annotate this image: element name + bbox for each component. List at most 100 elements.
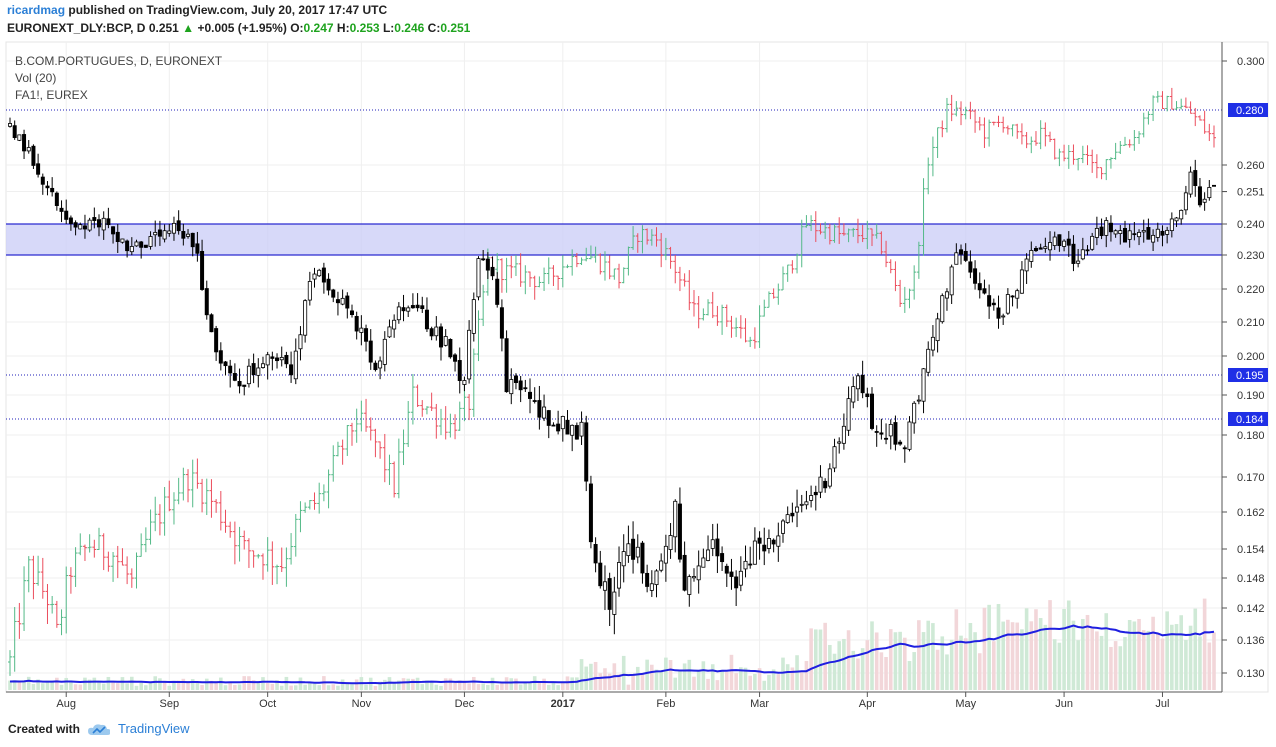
- candle-body: [780, 520, 785, 534]
- candle-body: [738, 570, 743, 586]
- main-candles: [7, 117, 1217, 635]
- candle-body: [1071, 243, 1076, 264]
- volume-bar: [1179, 615, 1184, 690]
- candle-body: [331, 289, 336, 298]
- volume-bar: [340, 679, 345, 690]
- volume-bar: [795, 655, 799, 690]
- volume-bar: [804, 660, 809, 690]
- volume-bar: [570, 677, 574, 690]
- volume-bar: [1057, 642, 1062, 690]
- candle-body: [481, 258, 486, 261]
- candle-body: [349, 310, 354, 316]
- candle-body: [134, 241, 139, 247]
- candle-body: [551, 424, 556, 427]
- volume-bar: [696, 670, 701, 690]
- volume-bar: [31, 683, 36, 690]
- candle-body: [429, 328, 434, 337]
- candle-body: [1052, 236, 1057, 246]
- volume-bar: [1085, 614, 1090, 690]
- close-value: 0.251: [440, 21, 471, 35]
- open-label: O:: [290, 21, 304, 35]
- candle-body: [476, 258, 481, 298]
- volume-bar: [706, 678, 710, 690]
- volume-bar: [106, 676, 111, 690]
- volume-bar: [134, 685, 139, 690]
- up-arrow-icon: ▲: [182, 21, 195, 35]
- volume-bar: [992, 641, 996, 690]
- volume-bar: [172, 682, 176, 690]
- volume-bar: [50, 680, 54, 690]
- candle-body: [954, 252, 959, 265]
- volume-bar: [429, 682, 434, 690]
- candle-body: [176, 220, 181, 232]
- x-tick-label: Nov: [352, 698, 372, 710]
- volume-bar: [607, 673, 612, 690]
- candle-body: [602, 581, 607, 591]
- volume-bar: [345, 682, 350, 690]
- time-axis[interactable]: Aug Sep Oct Nov Dec 2017 Feb Mar Apr May Jun Jul: [56, 692, 1169, 710]
- author-name[interactable]: ricardmag: [7, 3, 66, 17]
- open-value: 0.247: [303, 21, 334, 35]
- candle-body: [410, 305, 415, 309]
- x-tick-label: 2017: [551, 698, 575, 710]
- candle-body: [687, 576, 692, 595]
- tradingview-brand[interactable]: TradingView: [118, 721, 190, 736]
- candle-body: [813, 491, 818, 496]
- volume-bar: [317, 685, 321, 690]
- volume-bar: [771, 669, 776, 690]
- candle-body: [335, 299, 340, 304]
- volume-bar: [425, 680, 429, 690]
- volume-bar: [982, 607, 987, 690]
- volume-bar: [261, 677, 265, 690]
- level-label: 0.195: [1236, 370, 1264, 382]
- candle-body: [851, 386, 856, 403]
- low-value: 0.246: [394, 21, 425, 35]
- y-tick-label: 0.136: [1237, 635, 1265, 647]
- volume-bar: [457, 680, 462, 690]
- volume-bar: [813, 629, 818, 690]
- candle-body: [743, 560, 748, 570]
- volume-bar: [921, 632, 926, 690]
- y-tick-label: 0.162: [1237, 507, 1265, 519]
- candle-body: [237, 380, 242, 387]
- y-tick-label: 0.142: [1237, 603, 1265, 615]
- candle-body: [874, 431, 879, 433]
- candle-body: [462, 380, 467, 385]
- candle-body: [82, 225, 87, 230]
- volume-bar: [842, 638, 846, 690]
- x-tick-label: Jun: [1055, 698, 1073, 710]
- candle-body: [513, 375, 518, 384]
- price-axis[interactable]: 0.300 0.260 0.251 0.240 0.230 0.220 0.210 0.200…: [1222, 56, 1265, 680]
- candle-body: [1010, 295, 1015, 298]
- volume-bar: [186, 681, 190, 690]
- candle-body: [771, 539, 776, 545]
- volume-bar: [785, 664, 790, 690]
- volume-bar: [640, 674, 645, 690]
- candle-body: [649, 583, 654, 591]
- candle-body: [153, 232, 158, 236]
- volume-bar: [621, 655, 626, 690]
- candle-body: [701, 557, 706, 568]
- volume-bar: [481, 683, 485, 690]
- volume-bar: [373, 685, 378, 690]
- volume-bar: [926, 620, 931, 690]
- volume-bar: [26, 676, 31, 690]
- volume-bar: [1146, 630, 1151, 690]
- candle-body: [1179, 209, 1184, 220]
- volume-bar: [682, 663, 687, 690]
- candle-body: [200, 250, 205, 290]
- volume-bar: [1034, 609, 1038, 690]
- volume-bar: [59, 684, 64, 690]
- volume-bar: [720, 671, 724, 690]
- volume-bar: [486, 684, 490, 690]
- volume-bar: [209, 680, 214, 690]
- volume-bar: [509, 678, 514, 690]
- volume-bar: [701, 661, 706, 690]
- candle-body: [439, 326, 444, 348]
- volume-bar: [832, 653, 837, 690]
- candle-body: [532, 400, 537, 402]
- volume-bar: [115, 683, 120, 690]
- x-tick-label: Jul: [1155, 698, 1169, 710]
- candle-body: [766, 538, 771, 549]
